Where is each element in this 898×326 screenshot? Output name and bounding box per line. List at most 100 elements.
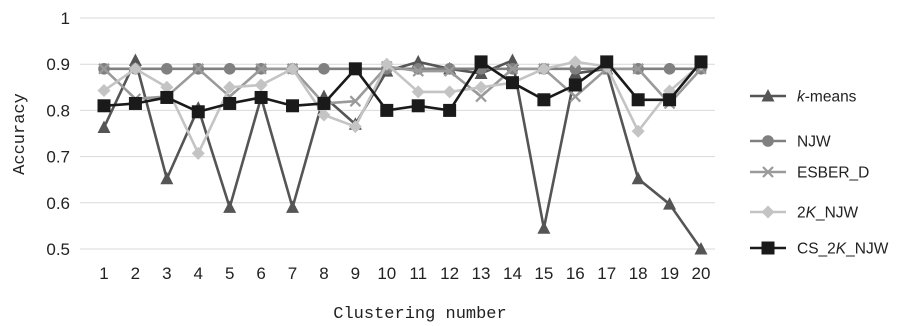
legend-marker-diamond bbox=[761, 205, 775, 219]
x-tick-label: 18 bbox=[629, 264, 648, 283]
data-point-2k-njw bbox=[160, 80, 174, 94]
legend-label: NJW bbox=[797, 134, 831, 151]
x-tick-label: 17 bbox=[597, 264, 616, 283]
data-point-esber-d-stroke bbox=[506, 63, 519, 75]
data-point-njw bbox=[569, 63, 582, 75]
legend-marker-cross bbox=[762, 166, 774, 178]
data-point-2k-njw bbox=[286, 62, 300, 76]
data-point-cs-2k-njw bbox=[663, 93, 677, 107]
data-point-cs-2k-njw bbox=[474, 55, 488, 69]
data-point-cs-2k-njw bbox=[600, 55, 614, 69]
x-tick-label: 1 bbox=[99, 264, 108, 283]
data-point-esber-d-stroke bbox=[475, 90, 487, 103]
data-point-2k-njw bbox=[443, 85, 457, 99]
series-cs-2k-njw bbox=[97, 55, 708, 119]
legend-label-part: NJW bbox=[797, 134, 831, 151]
data-point-esber-d bbox=[192, 63, 205, 75]
x-tick-label: 20 bbox=[692, 264, 711, 283]
data-point-esber-d bbox=[475, 90, 487, 103]
legend-label-part: -means bbox=[805, 89, 857, 106]
data-point-esber-d-stroke bbox=[412, 65, 424, 77]
legend-item-2k-njw: 2K_NJW bbox=[750, 205, 859, 222]
legend-label-part: _NJW bbox=[845, 241, 889, 258]
data-point-esber-d-stroke bbox=[569, 90, 582, 103]
x-tick-label: 8 bbox=[319, 264, 328, 283]
data-point-2k-njw bbox=[191, 146, 205, 160]
data-point-njw bbox=[318, 63, 330, 75]
data-point-k-means bbox=[663, 197, 677, 210]
data-point-esber-d-stroke bbox=[632, 63, 644, 75]
data-point-njw bbox=[161, 63, 173, 75]
data-point-cs-2k-njw bbox=[317, 96, 331, 110]
data-point-cs-2k-njw bbox=[380, 103, 394, 117]
legend-label: 2K_NJW bbox=[797, 205, 859, 222]
y-tick-label: 0.8 bbox=[46, 101, 70, 120]
data-point-njw bbox=[663, 63, 676, 75]
data-point-esber-d-stroke bbox=[192, 63, 205, 75]
x-tick-label: 10 bbox=[377, 264, 396, 283]
data-point-k-means bbox=[537, 221, 551, 234]
legend-item-njw: NJW bbox=[750, 134, 831, 151]
data-point-2k-njw bbox=[474, 80, 488, 94]
legend-label-part: K bbox=[836, 241, 847, 258]
legend-marker-triangle bbox=[761, 89, 775, 102]
x-tick-label: 9 bbox=[351, 264, 360, 283]
data-point-esber-d bbox=[569, 90, 582, 103]
data-point-cs-2k-njw bbox=[160, 90, 174, 104]
x-tick-label: 12 bbox=[440, 264, 459, 283]
legend-label-part: CS_2 bbox=[797, 241, 836, 258]
x-tick-label: 19 bbox=[660, 264, 679, 283]
y-tick-label: 0.6 bbox=[46, 194, 70, 213]
data-point-cs-2k-njw bbox=[694, 55, 708, 69]
x-tick-label: 2 bbox=[131, 264, 140, 283]
data-point-cs-2k-njw bbox=[411, 99, 425, 113]
data-point-esber-d-stroke bbox=[349, 95, 362, 107]
x-axis-ticks: 1 2 3 4 5 6 7 8 9 10 11 12 13 14 15 16 17 18 19 20 bbox=[99, 264, 710, 283]
data-point-cs-2k-njw bbox=[286, 99, 300, 113]
data-point-2k-njw bbox=[128, 62, 142, 76]
x-tick-label: 14 bbox=[503, 264, 522, 283]
data-point-k-means bbox=[160, 171, 174, 185]
data-point-njw bbox=[412, 63, 425, 75]
y-tick-label: 0.7 bbox=[46, 148, 70, 167]
x-tick-label: 11 bbox=[409, 264, 427, 283]
data-point-esber-d bbox=[349, 95, 362, 107]
data-point-cs-2k-njw bbox=[223, 96, 237, 110]
legend-label-part: k bbox=[797, 89, 806, 106]
y-tick-label: 1 bbox=[61, 9, 70, 28]
legend-marker-cross-stroke bbox=[762, 166, 774, 178]
x-tick-label: 5 bbox=[225, 264, 234, 283]
x-axis-title: Clustering number bbox=[333, 305, 506, 324]
data-point-2k-njw bbox=[537, 62, 551, 76]
data-point-cs-2k-njw bbox=[568, 78, 582, 92]
x-tick-label: 4 bbox=[194, 264, 203, 283]
legend-label-part: _NJW bbox=[815, 205, 859, 222]
data-point-cs-2k-njw bbox=[191, 105, 205, 119]
x-tick-label: 3 bbox=[162, 264, 171, 283]
data-point-esber-d bbox=[506, 63, 519, 75]
data-point-k-means bbox=[286, 200, 300, 213]
data-point-cs-2k-njw bbox=[128, 96, 142, 110]
data-point-k-means bbox=[631, 171, 645, 185]
grid-lines bbox=[80, 17, 715, 250]
data-point-2k-njw bbox=[568, 55, 582, 69]
y-tick-label: 0.9 bbox=[46, 55, 70, 74]
x-tick-label: 15 bbox=[534, 264, 553, 283]
data-point-k-means bbox=[223, 200, 237, 213]
data-point-k-means bbox=[505, 53, 519, 67]
x-tick-label: 13 bbox=[472, 264, 491, 283]
legend-label-part: K bbox=[806, 205, 817, 222]
legend-item-cs-2k-njw: CS_2K_NJW bbox=[750, 241, 889, 258]
y-axis-ticks: 0.5 0.6 0.7 0.8 0.9 1 bbox=[46, 9, 70, 259]
series-group bbox=[97, 53, 708, 255]
data-point-cs-2k-njw bbox=[537, 93, 551, 107]
data-point-cs-2k-njw bbox=[254, 90, 268, 104]
y-tick-label: 0.5 bbox=[46, 240, 70, 259]
legend-label-part: ESBER_D bbox=[797, 165, 869, 182]
data-point-2k-njw bbox=[380, 57, 394, 71]
data-point-2k-njw bbox=[348, 120, 362, 134]
data-point-2k-njw bbox=[631, 124, 645, 138]
data-point-esber-d bbox=[632, 63, 644, 75]
